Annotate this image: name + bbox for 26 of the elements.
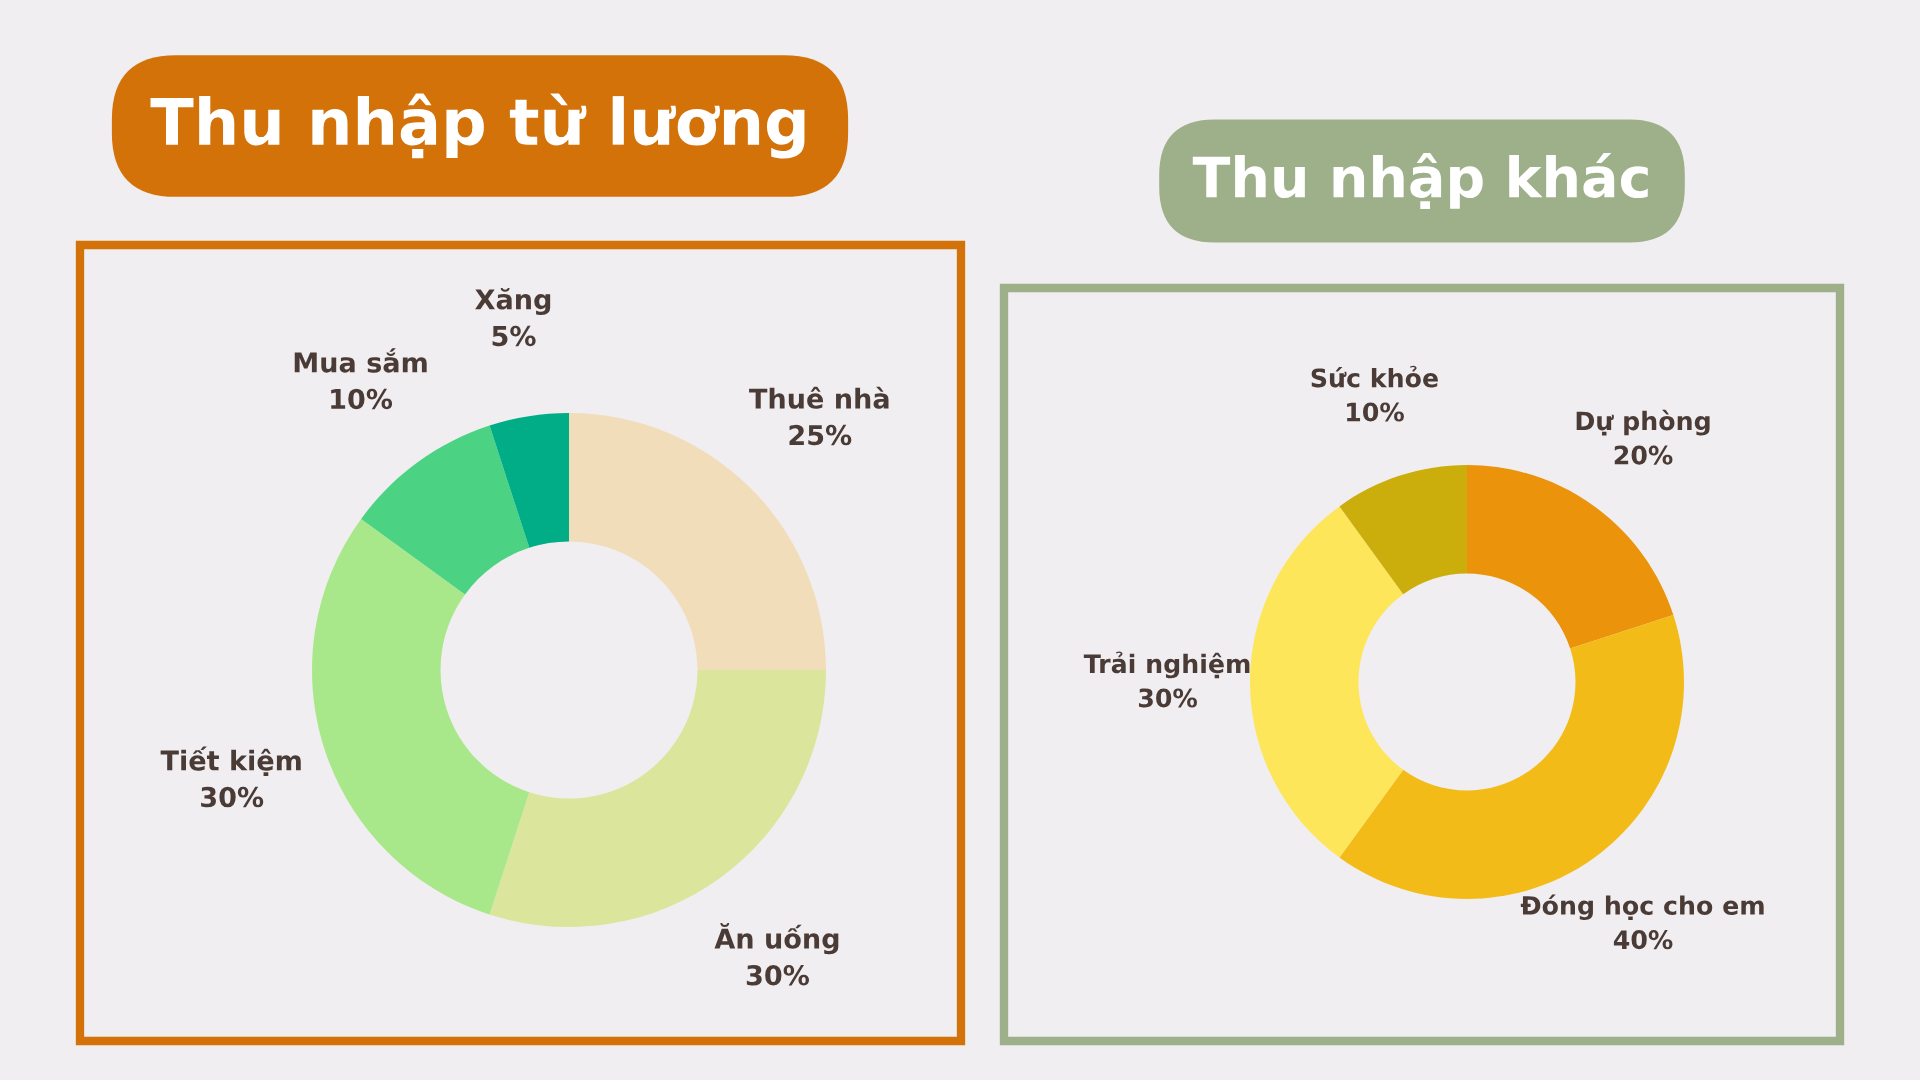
slice-label: Trải nghiệm — [1083, 651, 1250, 679]
data-label: 30% — [1138, 688, 1197, 708]
donut-slice — [489, 413, 569, 548]
slice-label: Ăn uống — [714, 923, 839, 955]
data-label: 20% — [1614, 445, 1673, 465]
data-label: 25% — [789, 424, 852, 446]
data-label: 30% — [746, 965, 810, 986]
data-label: 10% — [331, 388, 393, 410]
donut-slice — [1339, 465, 1467, 595]
slice-label: Thuê nhà — [749, 386, 889, 409]
data-label: 5% — [492, 325, 536, 347]
donut-slice — [361, 425, 530, 595]
slice-label: Đóng học cho em — [1520, 894, 1764, 921]
slice-label: Xăng — [475, 287, 551, 315]
chart-title: Thu nhập khác — [1192, 152, 1648, 210]
donut-slice — [1250, 506, 1404, 858]
data-label: 40% — [1613, 930, 1673, 950]
donut-slice — [312, 518, 530, 915]
data-label: 10% — [1347, 402, 1404, 422]
slice-label: Mua sắm — [294, 348, 427, 373]
chart-title: Thu nhập từ lương — [150, 93, 805, 159]
donut-slice — [1467, 465, 1674, 649]
slice-label: Dự phòng — [1576, 409, 1710, 436]
slice-label: Tiết kiệm — [160, 746, 301, 777]
data-label: 30% — [201, 786, 264, 808]
slice-label: Sức khỏe — [1311, 365, 1438, 388]
